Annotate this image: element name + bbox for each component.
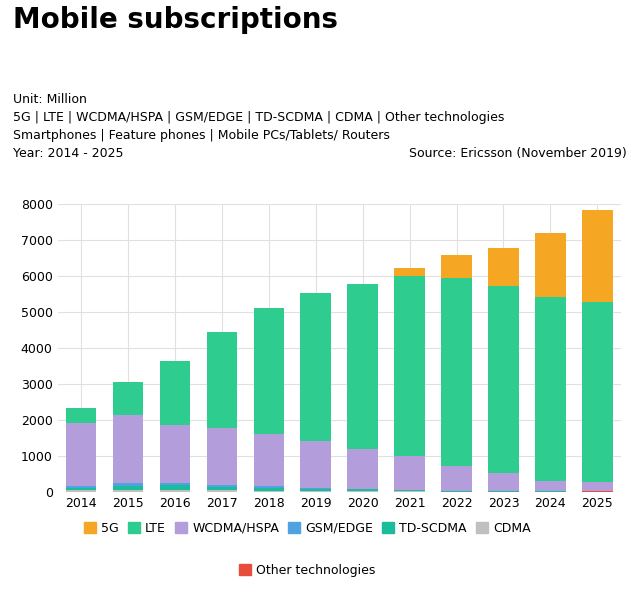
Bar	[66, 490, 96, 491]
Bar	[300, 488, 331, 491]
Bar	[159, 490, 190, 491]
Bar	[113, 490, 143, 491]
Bar	[300, 491, 331, 492]
Bar	[441, 466, 472, 491]
Bar	[159, 361, 190, 425]
Text: Mobile subscriptions: Mobile subscriptions	[13, 6, 338, 34]
Bar	[348, 490, 378, 491]
Bar	[159, 483, 190, 485]
Bar	[113, 415, 143, 483]
Bar	[253, 308, 284, 434]
Bar	[207, 490, 237, 491]
Bar	[113, 485, 143, 490]
Bar	[113, 483, 143, 485]
Bar	[300, 440, 331, 487]
Text: Unit: Million: Unit: Million	[13, 93, 86, 106]
Bar	[582, 302, 612, 482]
Bar	[66, 408, 96, 422]
Bar	[582, 210, 612, 302]
Bar	[300, 293, 331, 440]
Bar	[488, 286, 518, 473]
Bar	[300, 487, 331, 488]
Bar	[253, 486, 284, 488]
Text: Smartphones | Feature phones | Mobile PCs/Tablets/ Routers: Smartphones | Feature phones | Mobile PC…	[13, 129, 390, 142]
Bar	[394, 275, 425, 455]
Bar	[253, 488, 284, 491]
Bar	[159, 425, 190, 483]
Bar	[66, 422, 96, 485]
Bar	[159, 485, 190, 490]
Bar	[535, 298, 566, 481]
Text: 5G | LTE | WCDMA/HSPA | GSM/EDGE | TD-SCDMA | CDMA | Other technologies: 5G | LTE | WCDMA/HSPA | GSM/EDGE | TD-SC…	[13, 111, 504, 124]
Bar	[66, 485, 96, 488]
Bar	[253, 434, 284, 486]
Text: Source: Ericsson (November 2019): Source: Ericsson (November 2019)	[410, 147, 627, 160]
Text: Year: 2014 - 2025: Year: 2014 - 2025	[13, 147, 124, 160]
Bar	[394, 490, 425, 491]
Bar	[394, 268, 425, 275]
Bar	[207, 485, 237, 487]
Bar	[582, 482, 612, 491]
Bar	[441, 278, 472, 466]
Bar	[207, 428, 237, 485]
Bar	[535, 481, 566, 491]
Bar	[66, 488, 96, 490]
Bar	[348, 284, 378, 449]
Legend: 5G, LTE, WCDMA/HSPA, GSM/EDGE, TD-SCDMA, CDMA: 5G, LTE, WCDMA/HSPA, GSM/EDGE, TD-SCDMA,…	[79, 517, 536, 540]
Bar	[348, 489, 378, 490]
Bar	[441, 255, 472, 278]
Bar	[207, 332, 237, 428]
Bar	[348, 449, 378, 489]
Bar	[207, 487, 237, 490]
Bar	[488, 473, 518, 491]
Legend: Other technologies: Other technologies	[234, 559, 381, 582]
Bar	[488, 248, 518, 286]
Bar	[113, 382, 143, 415]
Bar	[582, 491, 612, 492]
Bar	[535, 233, 566, 298]
Bar	[394, 455, 425, 490]
